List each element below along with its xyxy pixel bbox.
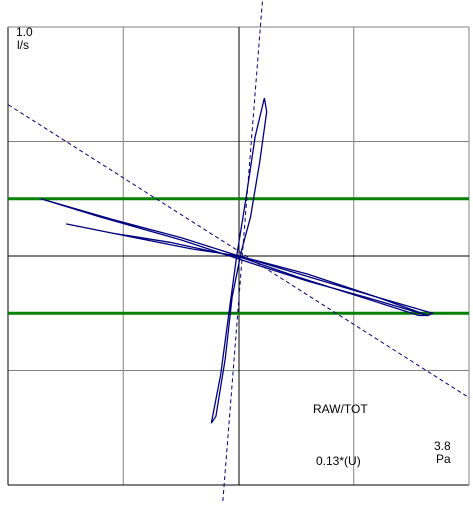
measure-value: 0.13*(U) [316, 454, 361, 468]
dashed-line-flow-axis-fit [222, 0, 264, 502]
y-axis-max-label: 1.0 [16, 25, 33, 39]
series-line-1 [210, 97, 268, 424]
x-axis-max-label: 3.8 [434, 439, 451, 453]
dashed-line-resistance-fit [8, 104, 470, 399]
y-axis-unit-label: l/s [17, 38, 29, 52]
measure-label: RAW/TOT [313, 402, 368, 416]
x-axis-unit-label: Pa [436, 452, 451, 466]
series-line-2 [40, 198, 435, 317]
series-line-3 [65, 223, 429, 317]
